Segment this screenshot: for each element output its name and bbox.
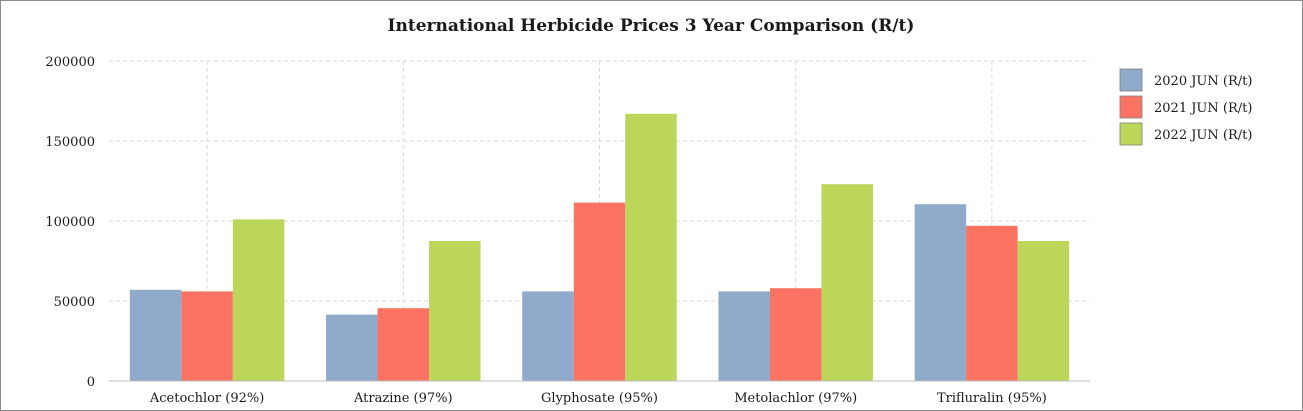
bar-1-4 <box>718 291 770 381</box>
bar-2-3 <box>573 202 626 381</box>
bars-layer <box>129 113 1070 382</box>
legend-label: 2020 JUN (R/t) <box>1154 74 1252 89</box>
y-tick-label: 50000 <box>54 295 95 310</box>
legend-swatch <box>1119 68 1143 92</box>
legend-swatch <box>1119 95 1143 119</box>
bar-3-2 <box>429 241 481 381</box>
y-tick-label: 200000 <box>45 55 95 70</box>
bar-1-1 <box>129 289 182 381</box>
bar-3-4 <box>821 184 873 381</box>
legend-label: 2021 JUN (R/t) <box>1154 101 1252 116</box>
bar-1-2 <box>326 314 378 381</box>
axis-layer: 0 50000 100000 150000 200000 Acetochlor (92%)… <box>45 55 1090 406</box>
bar-2-4 <box>769 288 822 381</box>
chart-title: International Herbicide Prices 3 Year Co… <box>388 16 915 36</box>
legend: 2020 JUN (R/t) 2021 JUN (R/t) 2022 JUN (R/… <box>1119 68 1252 146</box>
y-tick-label: 100000 <box>45 215 95 230</box>
legend-swatch <box>1119 122 1143 146</box>
x-category-label: Trifluralin (95%) <box>937 391 1047 406</box>
bar-2-2 <box>377 308 430 381</box>
x-category-label: Atrazine (97%) <box>353 391 453 406</box>
bar-3-1 <box>232 219 285 381</box>
bar-2-5 <box>966 225 1018 381</box>
x-category-label: Glyphosate (95%) <box>541 391 658 406</box>
bar-1-3 <box>522 291 574 381</box>
bar-3-3 <box>625 113 677 382</box>
y-tick-label: 0 <box>87 375 95 390</box>
legend-label: 2022 JUN (R/t) <box>1154 128 1252 143</box>
x-category-label: Metolachlor (97%) <box>734 391 857 406</box>
y-tick-label: 150000 <box>45 135 95 150</box>
x-category-label: Acetochlor (92%) <box>149 391 264 406</box>
bar-2-1 <box>181 291 233 381</box>
bar-1-5 <box>914 204 967 381</box>
bar-3-5 <box>1017 241 1070 381</box>
